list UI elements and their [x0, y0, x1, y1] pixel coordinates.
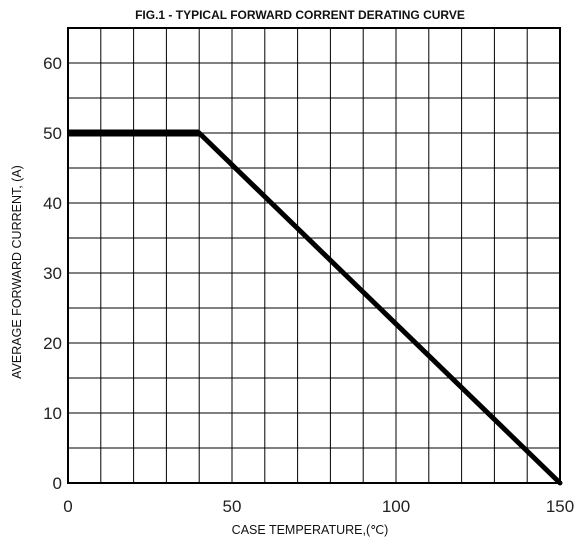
y-tick-label: 50	[43, 124, 62, 143]
y-axis-label: AVERAGE FORWARD CURRENT, (A)	[10, 165, 24, 379]
y-axis-ticks: 0 10 20 30 40 50 60	[43, 54, 62, 493]
grid	[67, 27, 561, 484]
y-tick-label: 40	[43, 194, 62, 213]
y-tick-label: 0	[53, 474, 62, 493]
y-tick-label: 30	[43, 264, 62, 283]
x-tick-label: 50	[223, 497, 242, 516]
derating-curve	[68, 129, 563, 486]
y-tick-label: 10	[43, 404, 62, 423]
y-tick-label: 60	[43, 54, 62, 73]
x-tick-label: 150	[546, 497, 574, 516]
x-tick-label: 0	[63, 497, 72, 516]
x-tick-label: 100	[382, 497, 410, 516]
chart-title: FIG.1 - TYPICAL FORWARD CORRENT DERATING…	[135, 8, 465, 22]
x-axis-ticks: 0 50 100 150	[63, 497, 574, 516]
curve-segment	[196, 130, 563, 486]
plot-frame	[67, 27, 561, 484]
y-tick-label: 20	[43, 334, 62, 353]
x-axis-label: CASE TEMPERATURE,(℃)	[232, 523, 389, 537]
